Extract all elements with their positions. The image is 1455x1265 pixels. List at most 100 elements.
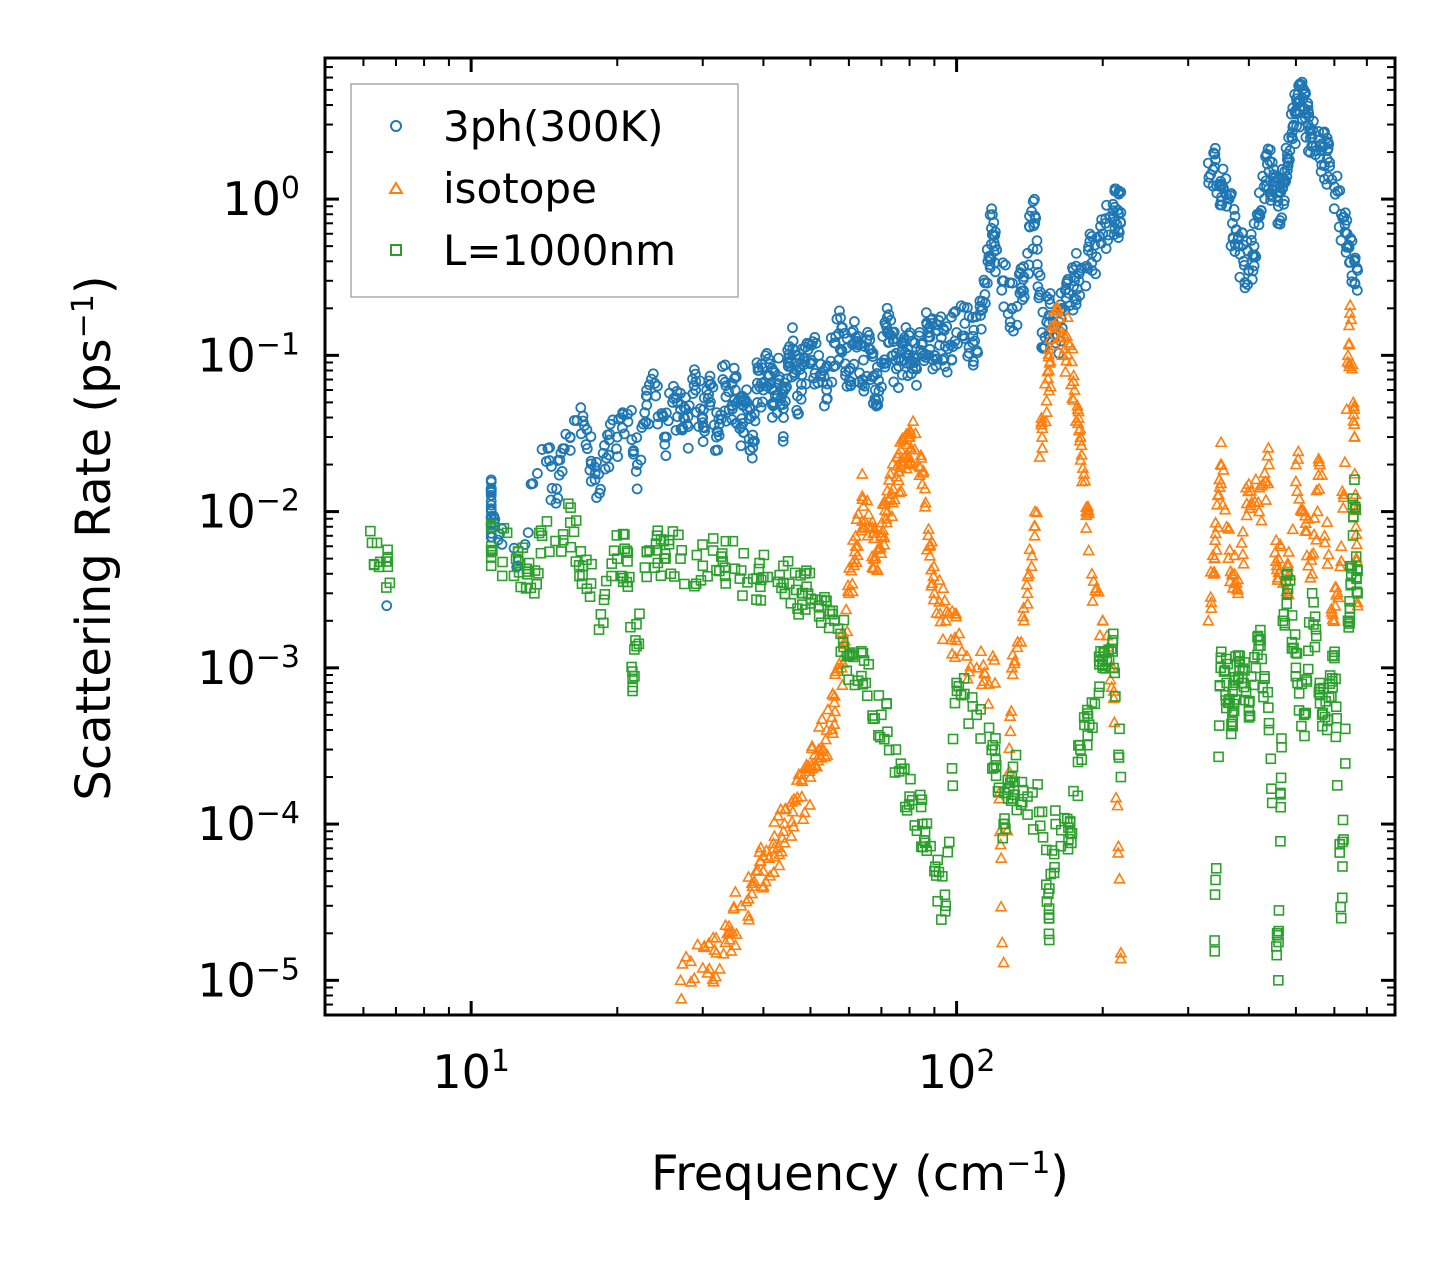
data-point-circle xyxy=(1029,193,1040,205)
data-point-circle xyxy=(997,257,1009,269)
data-point-circle xyxy=(1071,294,1082,306)
data-point-square xyxy=(581,554,592,566)
data-point-triangle xyxy=(944,633,958,645)
data-point-square xyxy=(1265,753,1277,765)
data-point-triangle xyxy=(1342,336,1356,349)
tick-labels: 101 102 100 10−1 10−2 10−3 10−4 10−5 xyxy=(197,171,995,1099)
data-point-circle xyxy=(924,331,936,343)
data-point-square xyxy=(651,545,663,556)
data-point-square xyxy=(1249,651,1260,663)
data-point-circle xyxy=(1337,212,1348,224)
data-point-triangle xyxy=(1289,474,1303,487)
data-point-triangle xyxy=(1059,365,1072,377)
data-point-square xyxy=(958,673,970,684)
data-point-circle xyxy=(1006,303,1018,315)
data-point-circle xyxy=(939,361,951,372)
data-point-triangle xyxy=(1111,846,1125,858)
data-point-triangle xyxy=(767,865,781,878)
data-point-triangle xyxy=(1307,546,1320,559)
data-point-triangle xyxy=(1079,508,1093,521)
data-point-square xyxy=(1221,677,1232,689)
data-point-triangle xyxy=(1291,444,1305,457)
data-point-triangle xyxy=(756,849,770,861)
data-point-triangle xyxy=(1255,514,1268,526)
data-point-triangle xyxy=(1326,607,1340,620)
data-point-triangle xyxy=(1020,578,1034,590)
data-point-circle xyxy=(990,266,1001,278)
data-point-triangle xyxy=(1075,448,1089,460)
data-point-square xyxy=(990,760,1002,771)
data-point-square xyxy=(1089,698,1101,710)
data-point-triangle xyxy=(719,935,732,948)
data-point-square xyxy=(1055,840,1067,852)
data-point-triangle xyxy=(949,607,963,619)
data-point-circle xyxy=(1027,243,1039,255)
data-point-square xyxy=(1213,751,1224,763)
data-point-square xyxy=(852,675,864,686)
data-point-square xyxy=(570,556,582,567)
data-point-triangle xyxy=(867,526,880,539)
data-point-triangle xyxy=(982,697,995,709)
data-point-circle xyxy=(1281,164,1293,176)
data-point-triangle xyxy=(877,538,891,550)
data-point-circle xyxy=(865,374,877,385)
data-point-triangle xyxy=(1351,595,1364,608)
data-point-triangle xyxy=(1010,640,1024,653)
data-point-square xyxy=(1244,710,1256,722)
data-point-triangle xyxy=(825,710,839,723)
data-point-triangle xyxy=(995,935,1009,948)
data-point-triangle xyxy=(851,539,865,551)
data-point-triangle xyxy=(1035,441,1049,453)
data-point-square xyxy=(815,617,827,629)
data-point-triangle xyxy=(1300,524,1314,536)
data-point-square xyxy=(497,556,508,568)
data-point-triangle xyxy=(1074,453,1087,465)
data-point-triangle xyxy=(1112,839,1125,852)
data-point-circle xyxy=(1203,171,1215,183)
data-point-triangle xyxy=(1028,529,1042,541)
data-point-circle xyxy=(859,341,870,352)
data-point-triangle xyxy=(1035,418,1048,430)
data-point-circle xyxy=(591,492,602,503)
data-point-square xyxy=(1076,754,1087,765)
data-point-square xyxy=(844,648,856,660)
data-point-triangle xyxy=(1071,416,1085,429)
data-point-triangle xyxy=(1235,536,1249,548)
data-point-triangle xyxy=(927,592,941,605)
data-point-square xyxy=(1087,722,1098,733)
data-point-square xyxy=(951,685,963,697)
data-point-square xyxy=(772,576,784,588)
data-point-circle xyxy=(779,383,791,395)
data-point-square xyxy=(1043,928,1055,940)
data-point-square xyxy=(947,733,959,745)
data-point-triangle xyxy=(866,560,879,573)
data-point-triangle xyxy=(1082,543,1096,556)
data-point-square xyxy=(1258,691,1269,703)
data-point-square xyxy=(1016,796,1028,808)
data-point-triangle xyxy=(964,659,977,672)
data-point-square xyxy=(742,577,753,588)
data-point-triangle xyxy=(1318,529,1331,541)
data-point-triangle xyxy=(759,874,773,887)
data-point-triangle xyxy=(1222,521,1235,534)
legend-label-l1000nm: L=1000nm xyxy=(443,226,676,275)
data-point-square xyxy=(738,548,750,559)
data-point-triangle xyxy=(810,760,824,772)
data-point-circle xyxy=(986,203,998,215)
data-point-circle xyxy=(968,324,980,336)
data-point-circle xyxy=(381,600,393,612)
data-point-circle xyxy=(763,353,775,365)
data-point-square xyxy=(896,763,907,775)
data-point-triangle xyxy=(1008,656,1021,669)
data-point-triangle xyxy=(1338,455,1352,468)
data-point-triangle xyxy=(1050,299,1064,312)
data-point-triangle xyxy=(841,578,855,591)
data-point-square xyxy=(1314,697,1326,709)
data-point-square xyxy=(881,698,893,709)
data-point-circle xyxy=(604,428,616,440)
data-point-circle xyxy=(1281,171,1293,182)
data-point-square xyxy=(919,835,930,846)
legend-frame xyxy=(350,83,739,298)
data-point-square xyxy=(930,870,942,881)
